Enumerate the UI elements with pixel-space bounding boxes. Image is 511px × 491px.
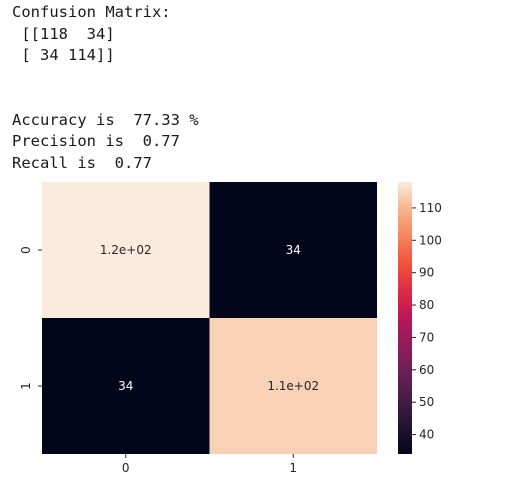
colorbar [398,182,412,454]
output-line-matrix-row-2: [ 34 114]] [12,46,115,64]
y-tick-label-1: 1 [19,382,33,390]
x-tick-label-1: 1 [289,461,297,475]
cell-annotation-0-0: 1.2e+02 [100,243,152,257]
heatmap-cells [42,182,377,454]
cell-annotation-1-1: 1.1e+02 [267,379,319,393]
output-line-matrix-row-1: [[118 34] [12,24,115,43]
output-line-confusion-title: Confusion Matrix: [12,3,171,21]
heatmap-cell-0-0 [42,182,210,318]
colorbar-ticks: 110 100 90 80 70 60 50 40 [412,201,442,442]
colorbar-tick-label-3: 80 [419,298,434,312]
colorbar-tick-label-6: 50 [419,395,434,409]
output-line-recall: Recall is 0.77 [12,153,152,172]
colorbar-tick-label-4: 70 [419,330,434,344]
heatmap-cell-annotations: 1.2e+02 34 34 1.1e+02 [100,243,319,393]
cell-annotation-0-1: 34 [286,243,301,257]
colorbar-tick-label-1: 100 [419,233,442,247]
cell-annotation-1-0: 34 [118,379,133,393]
heatmap-cell-0-1 [209,182,377,318]
colorbar-tick-label-5: 60 [419,363,434,377]
heatmap-cell-1-1 [209,318,377,454]
y-axis: 01 [19,246,42,390]
heatmap-cell-1-0 [42,318,210,454]
x-tick-label-0: 0 [122,461,130,475]
output-line-accuracy: Accuracy is 77.33 % [12,110,199,129]
y-tick-label-0: 0 [19,246,33,254]
console-output: Confusion Matrix: [[118 34] [ 34 114]] Ac… [12,2,199,174]
colorbar-tick-label-7: 40 [419,428,434,442]
output-line-precision: Precision is 0.77 [12,132,180,150]
colorbar-tick-label-2: 90 [419,266,434,280]
colorbar-tick-label-0: 110 [419,201,442,215]
